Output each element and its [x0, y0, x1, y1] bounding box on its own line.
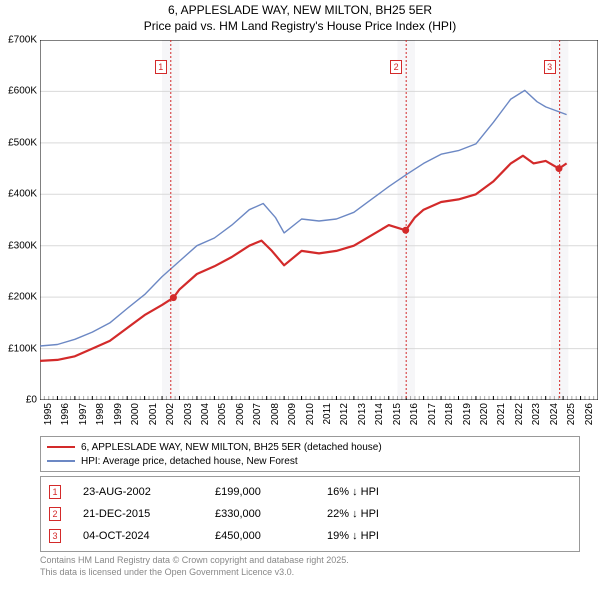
title-block: 6, APPLESLADE WAY, NEW MILTON, BH25 5ER …: [0, 0, 600, 34]
x-tick-label: 1998: [95, 403, 106, 425]
event-marker-3: 3: [544, 60, 556, 74]
chart-container: 6, APPLESLADE WAY, NEW MILTON, BH25 5ER …: [0, 0, 600, 590]
x-tick-label: 2024: [549, 403, 560, 425]
x-tick-label: 2016: [409, 403, 420, 425]
sales-diff-2: 22% ↓ HPI: [327, 508, 437, 520]
legend-box: 6, APPLESLADE WAY, NEW MILTON, BH25 5ER …: [40, 436, 580, 472]
y-tick-label: £600K: [8, 86, 37, 97]
x-tick-label: 2023: [531, 403, 542, 425]
legend-swatch-price-paid: [47, 446, 75, 448]
sales-diff-3: 19% ↓ HPI: [327, 530, 437, 542]
y-tick-label: £700K: [8, 35, 37, 46]
x-tick-label: 2008: [270, 403, 281, 425]
chart-area: £0£100K£200K£300K£400K£500K£600K£700K 19…: [40, 40, 598, 400]
sales-price-3: £450,000: [215, 530, 305, 542]
sales-table: 1 23-AUG-2002 £199,000 16% ↓ HPI 2 21-DE…: [40, 476, 580, 552]
x-tick-label: 2015: [392, 403, 403, 425]
x-tick-label: 2005: [217, 403, 228, 425]
sales-date-3: 04-OCT-2024: [83, 530, 193, 542]
sales-marker-3: 3: [49, 529, 61, 543]
event-marker-1: 1: [155, 60, 167, 74]
event-marker-2: 2: [390, 60, 402, 74]
x-tick-label: 2001: [148, 403, 159, 425]
sales-row-1: 1 23-AUG-2002 £199,000 16% ↓ HPI: [49, 481, 571, 503]
y-tick-label: £0: [26, 395, 37, 406]
x-tick-label: 2009: [287, 403, 298, 425]
title-line-1: 6, APPLESLADE WAY, NEW MILTON, BH25 5ER: [0, 2, 600, 18]
x-tick-label: 2004: [200, 403, 211, 425]
sales-marker-1: 1: [49, 485, 61, 499]
y-tick-label: £200K: [8, 292, 37, 303]
sales-marker-2: 2: [49, 507, 61, 521]
x-tick-label: 2021: [496, 403, 507, 425]
legend-row-price-paid: 6, APPLESLADE WAY, NEW MILTON, BH25 5ER …: [47, 440, 573, 454]
x-tick-label: 2022: [514, 403, 525, 425]
x-tick-label: 1999: [113, 403, 124, 425]
y-tick-label: £500K: [8, 137, 37, 148]
x-tick-label: 2020: [479, 403, 490, 425]
y-tick-label: £100K: [8, 343, 37, 354]
x-tick-label: 2007: [252, 403, 263, 425]
sales-date-1: 23-AUG-2002: [83, 486, 193, 498]
x-tick-label: 2014: [374, 403, 385, 425]
x-tick-label: 2013: [357, 403, 368, 425]
footer-line-2: This data is licensed under the Open Gov…: [40, 566, 349, 578]
x-tick-label: 1995: [43, 403, 54, 425]
x-tick-label: 2003: [183, 403, 194, 425]
y-tick-label: £300K: [8, 240, 37, 251]
legend-swatch-hpi: [47, 460, 75, 461]
x-tick-label: 2012: [339, 403, 350, 425]
y-tick-label: £400K: [8, 189, 37, 200]
x-tick-label: 2018: [444, 403, 455, 425]
sales-price-2: £330,000: [215, 508, 305, 520]
x-tick-label: 2025: [566, 403, 577, 425]
legend-label-hpi: HPI: Average price, detached house, New …: [81, 456, 298, 467]
legend-label-price-paid: 6, APPLESLADE WAY, NEW MILTON, BH25 5ER …: [81, 442, 382, 453]
sales-row-3: 3 04-OCT-2024 £450,000 19% ↓ HPI: [49, 525, 571, 547]
footer-attribution: Contains HM Land Registry data © Crown c…: [40, 554, 349, 578]
sales-price-1: £199,000: [215, 486, 305, 498]
sales-date-2: 21-DEC-2015: [83, 508, 193, 520]
title-line-2: Price paid vs. HM Land Registry's House …: [0, 18, 600, 34]
x-tick-label: 1997: [78, 403, 89, 425]
x-tick-label: 2000: [130, 403, 141, 425]
x-tick-label: 2011: [322, 403, 333, 425]
x-tick-label: 1996: [60, 403, 71, 425]
chart-svg: [40, 40, 598, 400]
x-tick-label: 2006: [235, 403, 246, 425]
x-tick-label: 2002: [165, 403, 176, 425]
x-tick-label: 2019: [462, 403, 473, 425]
x-tick-label: 2026: [584, 403, 595, 425]
x-tick-label: 2010: [305, 403, 316, 425]
x-tick-label: 2017: [427, 403, 438, 425]
sales-row-2: 2 21-DEC-2015 £330,000 22% ↓ HPI: [49, 503, 571, 525]
legend-row-hpi: HPI: Average price, detached house, New …: [47, 454, 573, 468]
footer-line-1: Contains HM Land Registry data © Crown c…: [40, 554, 349, 566]
sales-diff-1: 16% ↓ HPI: [327, 486, 437, 498]
